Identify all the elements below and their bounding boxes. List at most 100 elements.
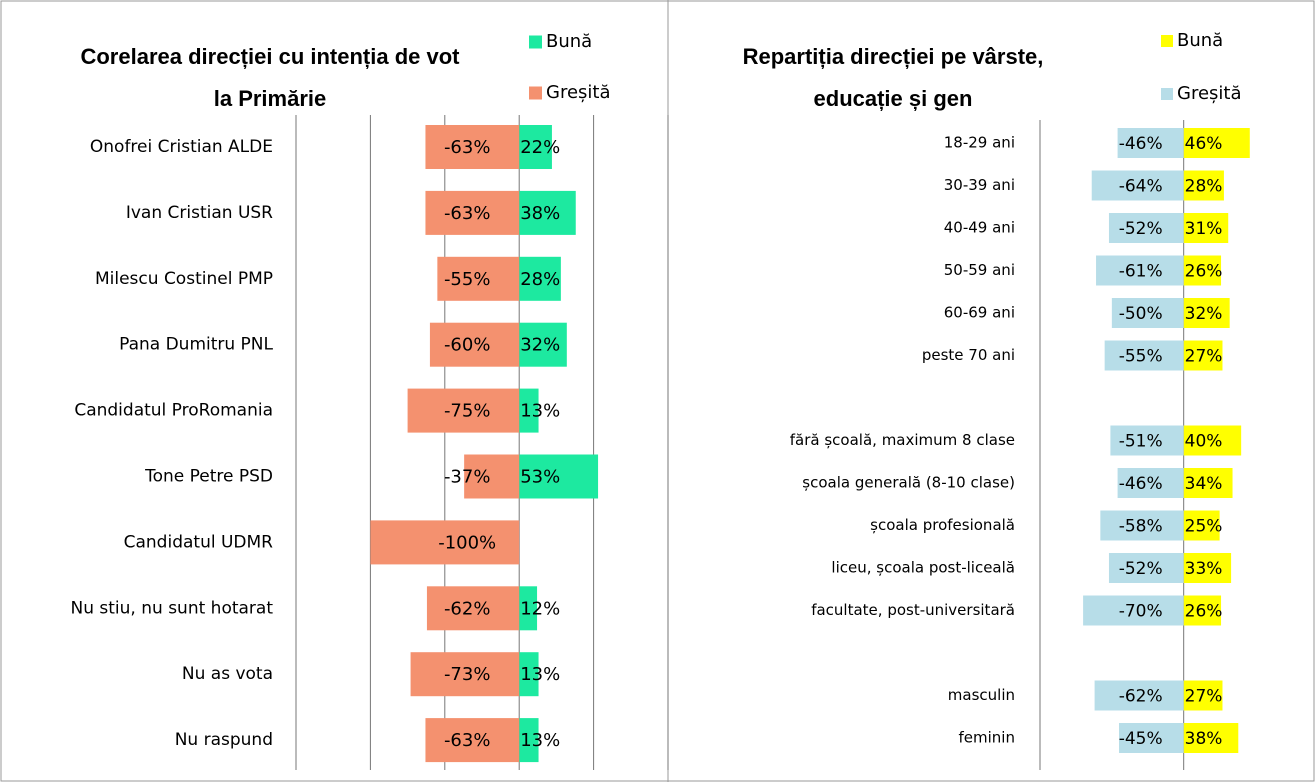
bar xyxy=(519,125,552,169)
category-label: fără școală, maximum 8 clase xyxy=(790,431,1015,449)
category-label: Nu stiu, nu sunt hotarat xyxy=(71,598,274,618)
value-label: -62% xyxy=(444,598,491,619)
bar xyxy=(1091,170,1184,201)
bar xyxy=(519,718,539,763)
value-label: -46% xyxy=(1119,474,1163,494)
bar xyxy=(370,520,520,565)
legend-label: Bună xyxy=(1177,30,1223,51)
bar xyxy=(1183,680,1223,711)
bar xyxy=(519,454,599,499)
category-label: 60-69 ani xyxy=(944,304,1015,322)
value-label: 33% xyxy=(1185,559,1223,579)
category-label: feminin xyxy=(959,729,1015,747)
chart-title: Corelarea direcției cu intenția de vot xyxy=(80,44,460,69)
value-label: 27% xyxy=(1185,687,1223,707)
bar xyxy=(519,586,538,631)
category-label: 30-39 ani xyxy=(944,176,1015,194)
value-label: -37% xyxy=(444,467,491,488)
value-label: -73% xyxy=(444,664,491,685)
category-label: Candidatul ProRomania xyxy=(74,401,273,421)
category-label: masculin xyxy=(948,686,1015,704)
bar xyxy=(1094,680,1184,711)
category-label: 40-49 ani xyxy=(944,219,1015,237)
value-label: 28% xyxy=(520,269,560,290)
chart-title: la Primărie xyxy=(214,86,327,111)
bar xyxy=(1183,553,1232,583)
category-label: Candidatul UDMR xyxy=(124,532,274,552)
value-label: 32% xyxy=(1185,304,1223,324)
bar xyxy=(1183,255,1222,286)
bar xyxy=(1117,468,1184,498)
value-label: 25% xyxy=(1185,517,1223,537)
value-label: -50% xyxy=(1119,304,1163,324)
category-label: școala generală (8-10 clase) xyxy=(802,474,1015,492)
value-label: 53% xyxy=(520,467,560,488)
value-label: 26% xyxy=(1185,602,1223,622)
legend-swatch xyxy=(529,86,542,100)
value-label: 27% xyxy=(1185,347,1223,367)
bar xyxy=(425,718,520,763)
legend-label: Greșită xyxy=(1177,83,1242,104)
value-label: -75% xyxy=(444,401,491,422)
bar xyxy=(1183,128,1250,158)
bar xyxy=(519,256,561,301)
category-label: facultate, post-universitară xyxy=(811,601,1015,619)
bar xyxy=(407,388,520,433)
value-label: -63% xyxy=(444,137,491,158)
value-label: -60% xyxy=(444,335,491,356)
value-label: -63% xyxy=(444,203,491,224)
value-label: 34% xyxy=(1185,474,1223,494)
category-label: Nu raspund xyxy=(175,730,273,750)
value-label: 40% xyxy=(1185,432,1223,452)
value-label: -51% xyxy=(1119,432,1163,452)
bar xyxy=(519,322,567,367)
value-label: 22% xyxy=(520,137,560,158)
bar xyxy=(1111,298,1184,328)
bar xyxy=(519,388,539,433)
bar xyxy=(1083,595,1184,626)
value-label: 38% xyxy=(1185,729,1223,749)
bar xyxy=(1183,425,1242,456)
value-label: -62% xyxy=(1119,687,1163,707)
bar xyxy=(425,190,520,235)
bar xyxy=(1183,468,1233,498)
category-label: Ivan Cristian USR xyxy=(126,203,273,223)
bar xyxy=(1183,298,1230,328)
value-label: -100% xyxy=(438,532,496,553)
legend-swatch xyxy=(1161,88,1173,100)
value-label: -64% xyxy=(1119,177,1163,197)
value-label: 13% xyxy=(520,730,560,751)
value-label: -46% xyxy=(1119,134,1163,154)
category-label: Milescu Costinel PMP xyxy=(95,269,273,289)
category-label: Pana Dumitru PNL xyxy=(119,335,273,355)
value-label: -52% xyxy=(1119,559,1163,579)
bar xyxy=(1183,723,1239,753)
category-label: școala profesională xyxy=(870,516,1015,534)
bar xyxy=(519,652,539,697)
value-label: 32% xyxy=(520,335,560,356)
value-label: -61% xyxy=(1119,262,1163,282)
value-label: -58% xyxy=(1119,517,1163,537)
category-label: 50-59 ani xyxy=(944,261,1015,279)
category-label: Onofrei Cristian ALDE xyxy=(90,137,273,157)
bar xyxy=(1100,510,1184,541)
bar xyxy=(410,652,520,697)
bar xyxy=(429,322,520,367)
bar xyxy=(1110,425,1184,456)
bar xyxy=(1104,340,1184,371)
bar xyxy=(1108,213,1184,243)
value-label: -55% xyxy=(444,269,491,290)
bar xyxy=(437,256,520,301)
bar xyxy=(1183,170,1224,201)
bar xyxy=(425,125,520,169)
category-label: peste 70 ani xyxy=(922,346,1015,364)
value-label: 46% xyxy=(1185,134,1223,154)
value-label: 13% xyxy=(520,664,560,685)
value-label: 31% xyxy=(1185,219,1223,239)
value-label: -45% xyxy=(1119,729,1163,749)
bar xyxy=(1183,213,1229,243)
legend-label: Bună xyxy=(546,31,592,52)
legend-swatch xyxy=(529,35,542,49)
bar xyxy=(1183,510,1220,541)
